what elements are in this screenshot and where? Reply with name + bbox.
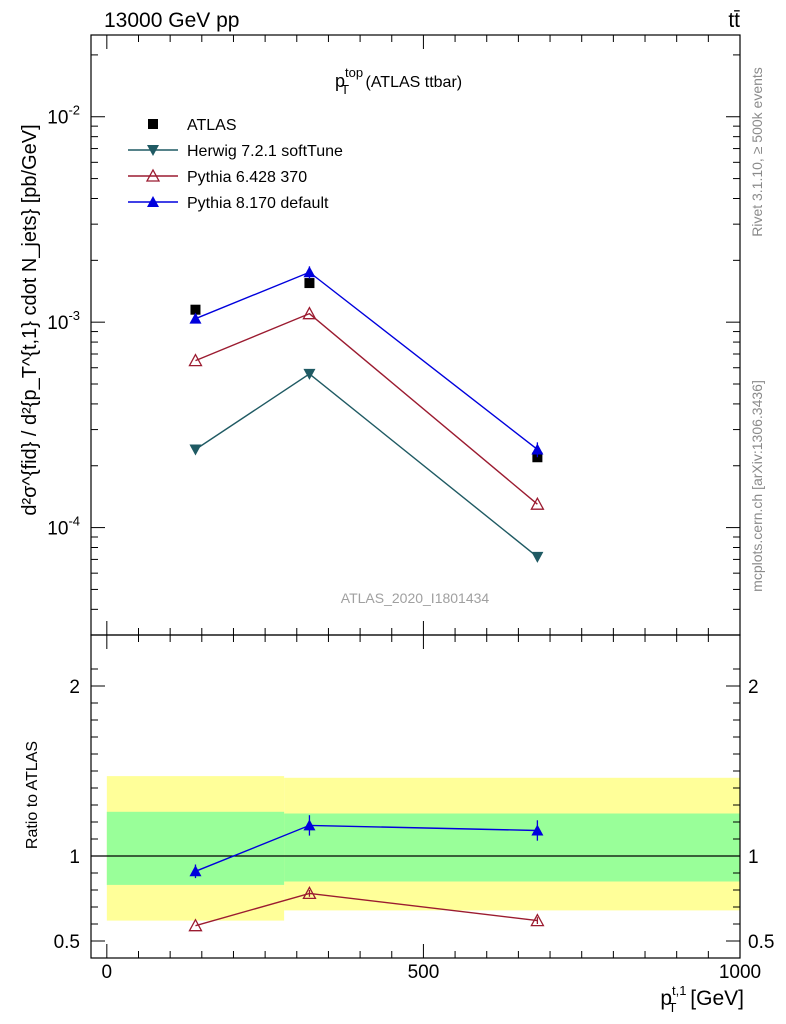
ratio-y-tick-label-right: 1 [748,847,759,868]
series-line-herwig-7-2-1-softtune [195,373,538,558]
legend-label-pythia-6-428-370: Pythia 6.428 370 [187,169,307,186]
ratio-point-pythia-8-170-default [303,819,316,831]
data-point-pythia-6-428-370 [188,353,203,367]
series-line-pythia-6-428-370 [195,312,538,505]
x-axis-label: pt,1 T [GeV] [660,983,744,1015]
legend: ATLAS Herwig 7.2.1 softTune Pythia 6.428 3… [128,117,343,212]
title-sub: T [341,82,349,97]
main-y-axis-label: d²σ^{fid} / d²{p_T^{t,1} cdot N_jets} [p… [19,124,41,515]
ratio-point-pythia-8-170-default [531,824,544,836]
x-tick-label: 1000 [719,962,761,983]
data-point-pythia-8-170-default [531,443,544,455]
data-point-herwig-7-2-1-softtune [189,444,202,456]
ratio-y-tick-label-left: 0.5 [54,932,80,953]
x-tick-label: 0 [102,962,113,983]
title-p: p [335,71,345,91]
ratio-point-pythia-8-170-default [189,865,202,877]
title-suffix: (ATLAS ttbar) [361,74,462,91]
data-point-herwig-7-2-1-softtune [303,368,316,380]
ratio-plot-frame [90,634,741,959]
legend-marker-atlas [148,119,158,129]
main-y-tick-label: 10-3 [47,308,80,334]
ratio-y-tick-label-left: 1 [69,847,80,868]
legend-label-atlas: ATLAS [187,117,237,134]
main-y-tick-label: 10-2 [47,103,80,129]
data-point-atlas [190,304,201,315]
ratio-y-axis-label: Ratio to ATLAS [24,741,41,849]
legend-marker-pythia-6-428-370 [145,168,161,182]
data-point-pythia-6-428-370 [302,306,317,320]
data-point-herwig-7-2-1-softtune [531,551,544,563]
title-sup: top [345,65,363,80]
xlabel-sub: T [669,1000,677,1015]
ratio-y-tick-label-left: 2 [69,677,80,698]
xlabel-unit: [GeV] [684,987,744,1010]
ratio-y-tick-label-right: 0.5 [748,932,774,953]
header-energy-label: 13000 GeV pp [104,9,239,32]
main-plot-title: ptop T (ATLAS ttbar) [335,65,462,97]
rivet-version-label: Rivet 3.1.10, ≥ 500k events [749,67,765,237]
uncertainty-band-green [284,813,740,882]
ratio-point-pythia-6-428-370 [530,913,545,927]
ratio-plot: 0.5 0.5 1 1 2 2 0 500 1000 [54,634,774,983]
ratio-point-pythia-6-428-370 [302,886,317,900]
data-point-pythia-8-170-default [303,266,316,278]
legend-marker-herwig-7-2-1-softtune [147,145,159,156]
ratio-point-pythia-6-428-370 [188,918,203,932]
legend-marker-pythia-8-170-default [147,196,159,207]
xlabel-sup: t,1 [672,983,686,998]
ratio-y-tick-label-right: 2 [748,677,759,698]
data-point-atlas [304,278,315,289]
data-point-pythia-6-428-370 [530,496,545,510]
legend-label-pythia-8-170-default: Pythia 8.170 default [187,195,329,212]
legend-label-herwig-7-2-1-softtune: Herwig 7.2.1 softTune [187,143,343,160]
x-tick-label: 500 [408,962,440,983]
data-point-pythia-8-170-default [189,312,202,324]
header-process-label: tt̄ [728,9,740,32]
main-y-tick-label: 10-4 [47,514,80,540]
mcplots-label: mcplots.cern.ch [arXiv:1306.3436] [749,380,765,592]
analysis-id-label: ATLAS_2020_I1801434 [341,590,490,606]
xlabel-p: p [660,987,672,1010]
